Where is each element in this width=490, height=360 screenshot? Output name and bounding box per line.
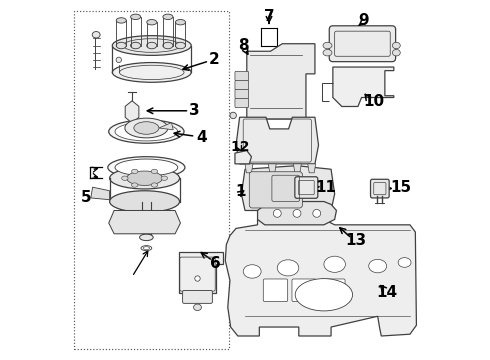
Ellipse shape <box>147 19 157 25</box>
Ellipse shape <box>115 159 178 176</box>
FancyBboxPatch shape <box>263 279 288 302</box>
Text: 2: 2 <box>209 52 220 67</box>
Text: 6: 6 <box>210 256 221 271</box>
Text: 15: 15 <box>390 180 411 195</box>
Ellipse shape <box>131 14 141 19</box>
Ellipse shape <box>125 118 168 138</box>
Ellipse shape <box>110 191 179 212</box>
Polygon shape <box>247 44 315 119</box>
FancyBboxPatch shape <box>320 279 345 302</box>
Polygon shape <box>294 164 301 173</box>
Polygon shape <box>125 101 139 123</box>
Ellipse shape <box>368 259 387 273</box>
FancyBboxPatch shape <box>329 26 395 62</box>
Ellipse shape <box>195 276 200 281</box>
Ellipse shape <box>112 63 191 82</box>
Polygon shape <box>242 166 335 211</box>
FancyBboxPatch shape <box>183 291 212 303</box>
Ellipse shape <box>115 122 178 141</box>
Ellipse shape <box>126 171 163 185</box>
FancyBboxPatch shape <box>370 179 389 198</box>
Text: 8: 8 <box>239 38 249 53</box>
Ellipse shape <box>295 279 353 311</box>
Polygon shape <box>159 123 173 130</box>
Ellipse shape <box>163 42 173 49</box>
Polygon shape <box>333 67 394 107</box>
Ellipse shape <box>161 176 168 180</box>
Ellipse shape <box>151 169 158 174</box>
FancyBboxPatch shape <box>235 98 248 108</box>
FancyBboxPatch shape <box>249 172 302 208</box>
Text: 4: 4 <box>196 130 207 145</box>
Ellipse shape <box>230 112 236 119</box>
Text: 7: 7 <box>264 9 274 24</box>
FancyBboxPatch shape <box>235 89 248 99</box>
Ellipse shape <box>398 258 411 267</box>
Ellipse shape <box>116 18 126 23</box>
Ellipse shape <box>293 210 301 217</box>
Text: 9: 9 <box>359 13 369 28</box>
Ellipse shape <box>194 304 201 311</box>
FancyBboxPatch shape <box>292 279 317 302</box>
Ellipse shape <box>324 256 345 273</box>
Polygon shape <box>109 211 180 234</box>
Ellipse shape <box>273 210 281 217</box>
Text: 5: 5 <box>81 190 92 206</box>
Polygon shape <box>225 220 416 336</box>
Text: 10: 10 <box>364 94 385 109</box>
Ellipse shape <box>131 42 141 49</box>
Polygon shape <box>91 187 110 200</box>
Text: 3: 3 <box>190 103 200 118</box>
Ellipse shape <box>131 169 138 174</box>
Ellipse shape <box>313 210 320 217</box>
Ellipse shape <box>323 42 332 49</box>
Ellipse shape <box>392 42 400 49</box>
Ellipse shape <box>112 36 191 55</box>
Ellipse shape <box>323 49 332 56</box>
Ellipse shape <box>163 14 173 19</box>
Polygon shape <box>179 252 223 293</box>
Text: 1: 1 <box>236 184 246 199</box>
Ellipse shape <box>392 49 400 56</box>
Polygon shape <box>235 150 251 164</box>
Ellipse shape <box>147 42 157 49</box>
Ellipse shape <box>122 176 128 180</box>
Ellipse shape <box>116 57 122 63</box>
Polygon shape <box>236 117 318 164</box>
Ellipse shape <box>277 260 299 276</box>
Ellipse shape <box>175 42 186 49</box>
Polygon shape <box>269 164 276 173</box>
Polygon shape <box>245 164 253 173</box>
Text: 11: 11 <box>316 180 337 195</box>
Text: 13: 13 <box>345 234 367 248</box>
Ellipse shape <box>151 183 158 187</box>
Text: 12: 12 <box>231 140 250 154</box>
Ellipse shape <box>140 234 153 240</box>
Polygon shape <box>308 164 316 173</box>
FancyBboxPatch shape <box>235 71 248 81</box>
Ellipse shape <box>243 265 261 278</box>
Ellipse shape <box>92 32 100 38</box>
Polygon shape <box>258 202 337 225</box>
FancyBboxPatch shape <box>235 80 248 90</box>
Ellipse shape <box>141 246 152 251</box>
Ellipse shape <box>110 167 179 189</box>
Ellipse shape <box>175 19 186 25</box>
Ellipse shape <box>116 42 126 49</box>
Ellipse shape <box>131 183 138 187</box>
FancyBboxPatch shape <box>295 177 318 198</box>
Text: 14: 14 <box>376 285 397 301</box>
Ellipse shape <box>109 120 184 143</box>
Ellipse shape <box>108 157 185 178</box>
Ellipse shape <box>134 122 159 134</box>
